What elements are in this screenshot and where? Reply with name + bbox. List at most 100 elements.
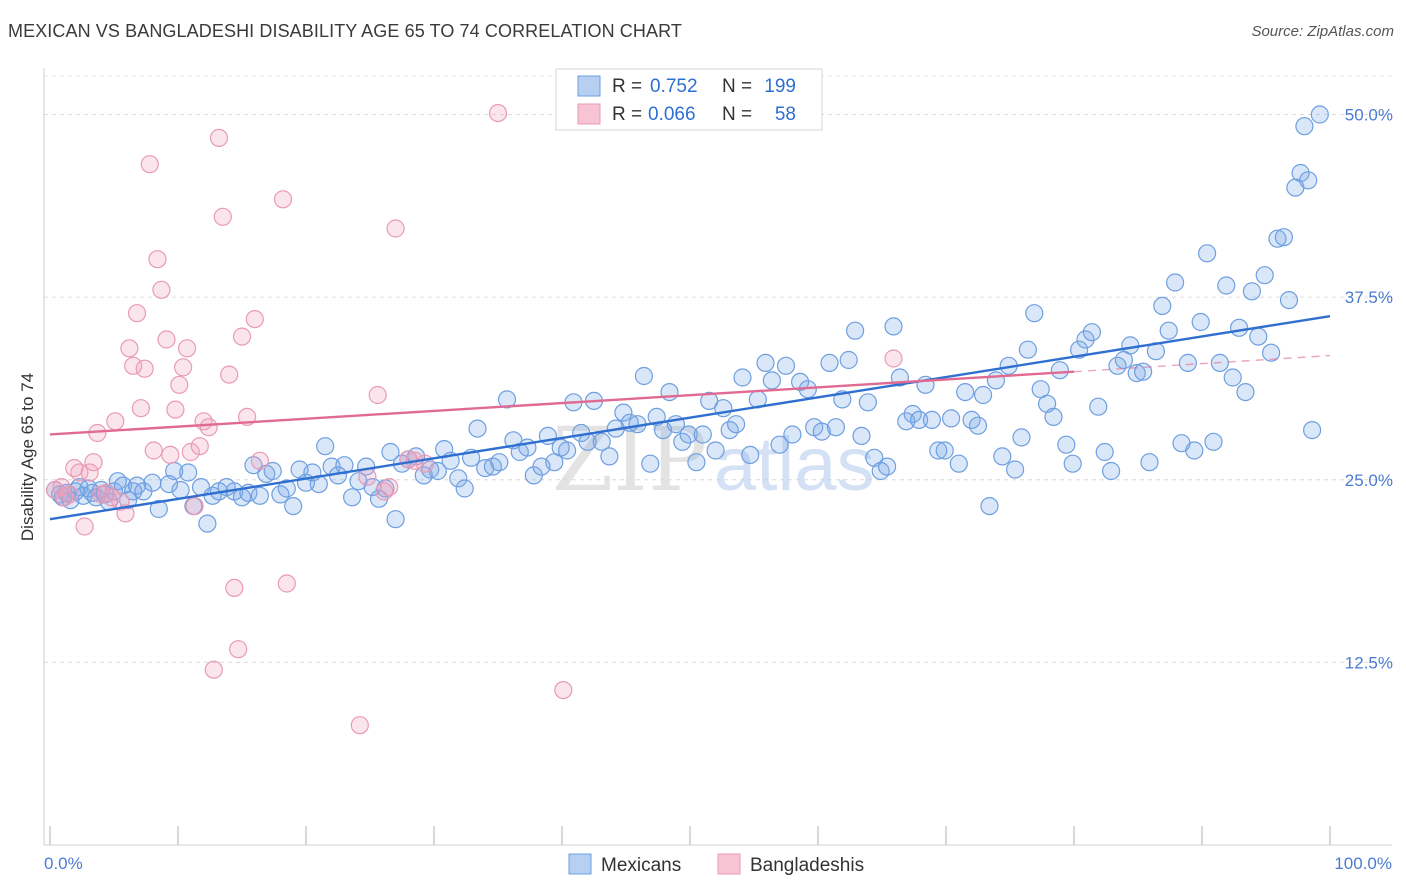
mexicans-point-178 (1185, 441, 1204, 460)
mexicans-point-193 (1279, 291, 1299, 310)
mexicans-point-142 (956, 383, 975, 402)
mexicans-point-116 (783, 425, 802, 444)
mexicans-point-151 (1012, 428, 1031, 447)
mexicans-point-168 (1121, 336, 1140, 355)
mexicans-point-104 (700, 391, 719, 410)
chart-title: MEXICAN VS BANGLADESHI DISABILITY AGE 65… (8, 21, 682, 41)
bangladeshis-point-20 (135, 359, 154, 378)
mexicans-point-130 (877, 457, 897, 476)
mexicans-point-158 (1057, 435, 1076, 454)
bangladeshis-point-7 (80, 463, 99, 482)
mexicans-point-187 (1242, 282, 1262, 301)
bangladeshis-point-6 (75, 517, 94, 536)
mexicans-point-185 (1229, 318, 1249, 337)
mexicans-point-113 (762, 371, 782, 390)
bangladeshis-trend-line (49, 370, 1075, 436)
legend-r-label: R = (612, 76, 642, 97)
mexicans-point-144 (968, 416, 988, 435)
x-axis-ticks (49, 826, 1331, 845)
bangladeshis-point-15 (116, 504, 135, 523)
mexicans-point-146 (980, 497, 999, 516)
mexicans-point-100 (673, 432, 692, 451)
mexicans-point-127 (858, 393, 878, 412)
mexicans-point-89 (600, 447, 619, 466)
watermark: ZIP atlas (552, 408, 875, 511)
y-axis-tick-labels: 12.5% 25.0% 37.5% 50.0% (1345, 106, 1393, 673)
bangladeshis-point-59 (884, 349, 903, 368)
mexicans-point-73 (490, 453, 509, 472)
mexicans-point-164 (1095, 442, 1114, 462)
bangladeshis-point-44 (245, 310, 264, 329)
bangladeshis-point-41 (229, 640, 248, 659)
mexicans-point-152 (1018, 340, 1038, 359)
mexicans-point-198 (1302, 421, 1322, 440)
mexicans-point-145 (973, 385, 993, 405)
legend-n-label: N = (722, 76, 752, 97)
bangladeshis-point-38 (213, 207, 232, 226)
bangladeshis-point-18 (127, 304, 147, 323)
bangladeshis-point-52 (380, 478, 399, 497)
legend-n-value-bangladeshis: 58 (775, 104, 796, 125)
mexicans-point-120 (812, 422, 831, 441)
mexicans-points (45, 105, 1329, 533)
mexicans-point-74 (497, 390, 517, 409)
mexicans-point-148 (993, 447, 1012, 466)
bangladeshis-point-21 (140, 155, 159, 174)
svg-text:atlas: atlas (714, 422, 875, 507)
mexicans-point-114 (770, 435, 789, 454)
bottom-legend-swatch-bangladeshis (717, 853, 741, 875)
bangladeshis-point-32 (185, 497, 204, 516)
mexicans-point-26 (179, 463, 198, 482)
mexicans-point-41 (277, 479, 296, 498)
bangladeshis-point-28 (170, 375, 189, 394)
y-axis-label: Disability Age 65 to 74 (18, 373, 37, 541)
stats-legend: R = 0.752 N = 199 R = 0.066 N = 58 (555, 68, 823, 131)
mexicans-point-126 (852, 426, 871, 445)
mexicans-point-191 (1268, 229, 1287, 248)
mexicans-point-192 (1274, 228, 1294, 247)
bangladeshis-point-14 (111, 492, 130, 511)
mexicans-point-139 (935, 441, 954, 460)
mexicans-point-157 (1050, 361, 1070, 380)
mexicans-point-161 (1076, 330, 1095, 349)
mexicans-point-153 (1025, 304, 1044, 323)
mexicans-point-189 (1255, 266, 1274, 285)
mexicans-point-70 (468, 419, 487, 438)
mexicans-point-112 (756, 353, 775, 372)
mexicans-point-121 (820, 353, 839, 372)
bangladeshis-point-19 (131, 399, 150, 418)
legend-swatch-mexicans (577, 75, 601, 97)
mexicans-point-29 (198, 514, 217, 533)
bottom-legend-swatch-mexicans (568, 853, 592, 875)
mexicans-point-108 (726, 415, 746, 434)
bangladeshis-point-24 (152, 280, 171, 299)
bangladeshis-point-42 (232, 327, 252, 346)
mexicans-point-21 (143, 473, 162, 492)
mexicans-point-195 (1291, 163, 1310, 183)
mexicans-point-173 (1153, 296, 1172, 315)
mexicans-point-171 (1140, 453, 1159, 472)
mexicans-point-169 (1127, 364, 1146, 383)
bangladeshis-point-49 (350, 716, 369, 735)
mexicans-point-83 (557, 441, 577, 460)
mexicans-point-39 (263, 461, 282, 481)
mexicans-point-162 (1082, 323, 1102, 342)
mexicans-point-196 (1295, 117, 1314, 136)
bangladeshis-point-36 (204, 660, 223, 679)
bangladeshis-point-45 (250, 451, 269, 470)
series-legend: Mexicans Bangladeshis (568, 853, 864, 876)
bangladeshis-point-8 (84, 453, 103, 472)
bangladeshis-point-17 (124, 356, 143, 375)
mexicans-point-63 (421, 460, 440, 479)
mexicans-point-188 (1249, 327, 1268, 346)
mexicans-point-190 (1261, 343, 1281, 362)
mexicans-point-94 (634, 366, 654, 386)
mexicans-point-135 (909, 410, 929, 429)
mexicans-point-179 (1191, 312, 1210, 332)
mexicans-point-181 (1204, 432, 1223, 451)
mexicans-point-103 (693, 425, 712, 444)
y-tick-label-1: 25.0% (1345, 471, 1393, 490)
mexicans-point-159 (1063, 454, 1082, 473)
bangladeshis-point-33 (190, 437, 209, 456)
